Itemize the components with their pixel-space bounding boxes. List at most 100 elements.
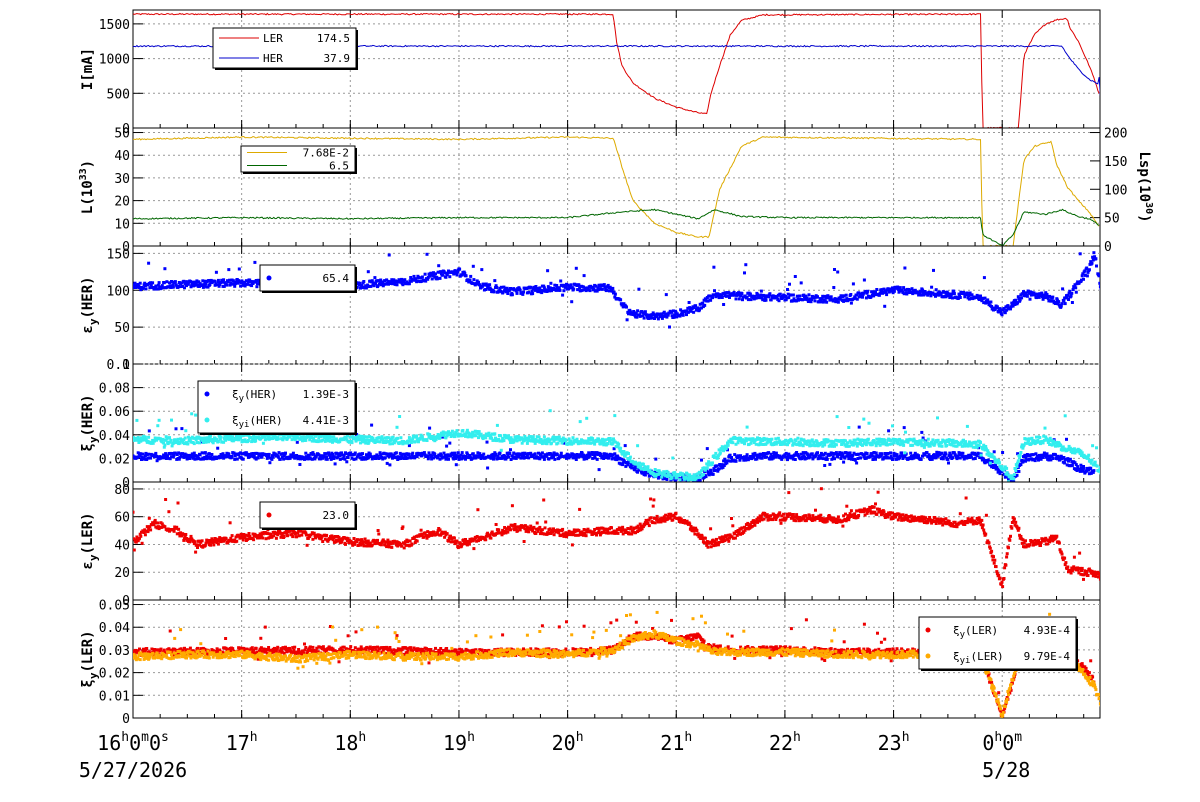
data-point [959,296,962,299]
data-point [135,419,138,422]
data-point [461,451,464,454]
data-point [712,266,715,269]
data-point [579,420,582,423]
data-point [522,291,525,294]
data-point [644,310,647,313]
data-point [388,455,391,458]
data-point [233,458,236,461]
data-point [785,452,788,455]
data-point [177,528,180,531]
data-point [903,267,906,270]
data-point [553,458,556,461]
data-point [469,279,472,282]
data-point [883,305,886,308]
data-point [1083,467,1086,470]
data-point [486,441,489,444]
data-point [1088,268,1091,271]
data-point [1101,291,1104,294]
data-point [145,287,148,290]
data-point [942,457,945,460]
data-point [711,296,714,299]
data-point [714,452,717,455]
data-point [238,268,241,271]
y-tick-label: 150 [107,247,130,262]
data-point [852,282,855,285]
data-point [1104,476,1107,479]
data-point [601,288,604,291]
data-point [617,443,620,446]
data-point [611,287,614,290]
data-point [598,468,601,471]
data-point [857,453,860,456]
data-point [1079,464,1082,467]
data-point [832,286,835,289]
y-tick-label: 0.06 [99,405,130,420]
data-point [671,477,674,480]
data-point [744,263,747,266]
data-point [619,447,622,450]
y2-tick-label: 200 [1104,127,1127,142]
data-point [1091,444,1094,447]
data-point [386,462,389,465]
y-tick-label: 1500 [99,18,130,33]
data-point [605,289,608,292]
data-point [855,462,858,465]
data-point [172,286,175,289]
data-point [396,426,399,429]
data-point [1034,452,1037,455]
y-tick-label: 20 [114,566,130,581]
data-point [1064,414,1067,417]
data-point [665,478,668,481]
data-point [496,424,499,427]
data-point [253,261,256,264]
y2-axis-label: Lsp(1030) [1136,151,1154,222]
data-point [798,295,801,298]
data-point [482,453,485,456]
data-point [596,458,599,461]
data-point [345,460,348,463]
data-point [622,450,625,453]
data-point [823,443,826,446]
data-point [836,271,839,274]
data-point [827,440,830,443]
data-point [809,456,812,459]
data-point [589,442,592,445]
data-point [850,302,853,305]
data-point [345,452,348,455]
data-point [1075,291,1078,294]
data-point [671,457,674,460]
data-point [141,542,144,545]
data-point [184,429,187,432]
data-point [1012,477,1015,480]
data-point [1017,470,1020,473]
legend: 7.68E-26.5 [241,146,357,174]
data-point [493,290,496,293]
data-point [989,462,992,465]
data-point [292,452,295,455]
data-point [349,436,352,439]
data-point [546,269,549,272]
data-point [1094,257,1097,260]
data-point [1005,467,1008,470]
data-point [547,458,550,461]
data-point [1049,300,1052,303]
data-point [947,462,950,465]
data-point [743,271,746,274]
data-point [619,298,622,301]
data-point [1051,457,1054,460]
data-point [541,451,544,454]
data-point [141,453,144,456]
data-point [252,452,255,455]
legend-value: 37.9 [324,52,351,65]
data-point [941,445,944,448]
data-point [849,451,852,454]
data-point [1095,446,1098,449]
data-point [495,286,498,289]
data-point [298,463,301,466]
data-point [998,461,1001,464]
panel-frame [133,482,1100,600]
legend-name: LER [263,32,283,45]
data-point [899,286,902,289]
data-point [833,268,836,271]
